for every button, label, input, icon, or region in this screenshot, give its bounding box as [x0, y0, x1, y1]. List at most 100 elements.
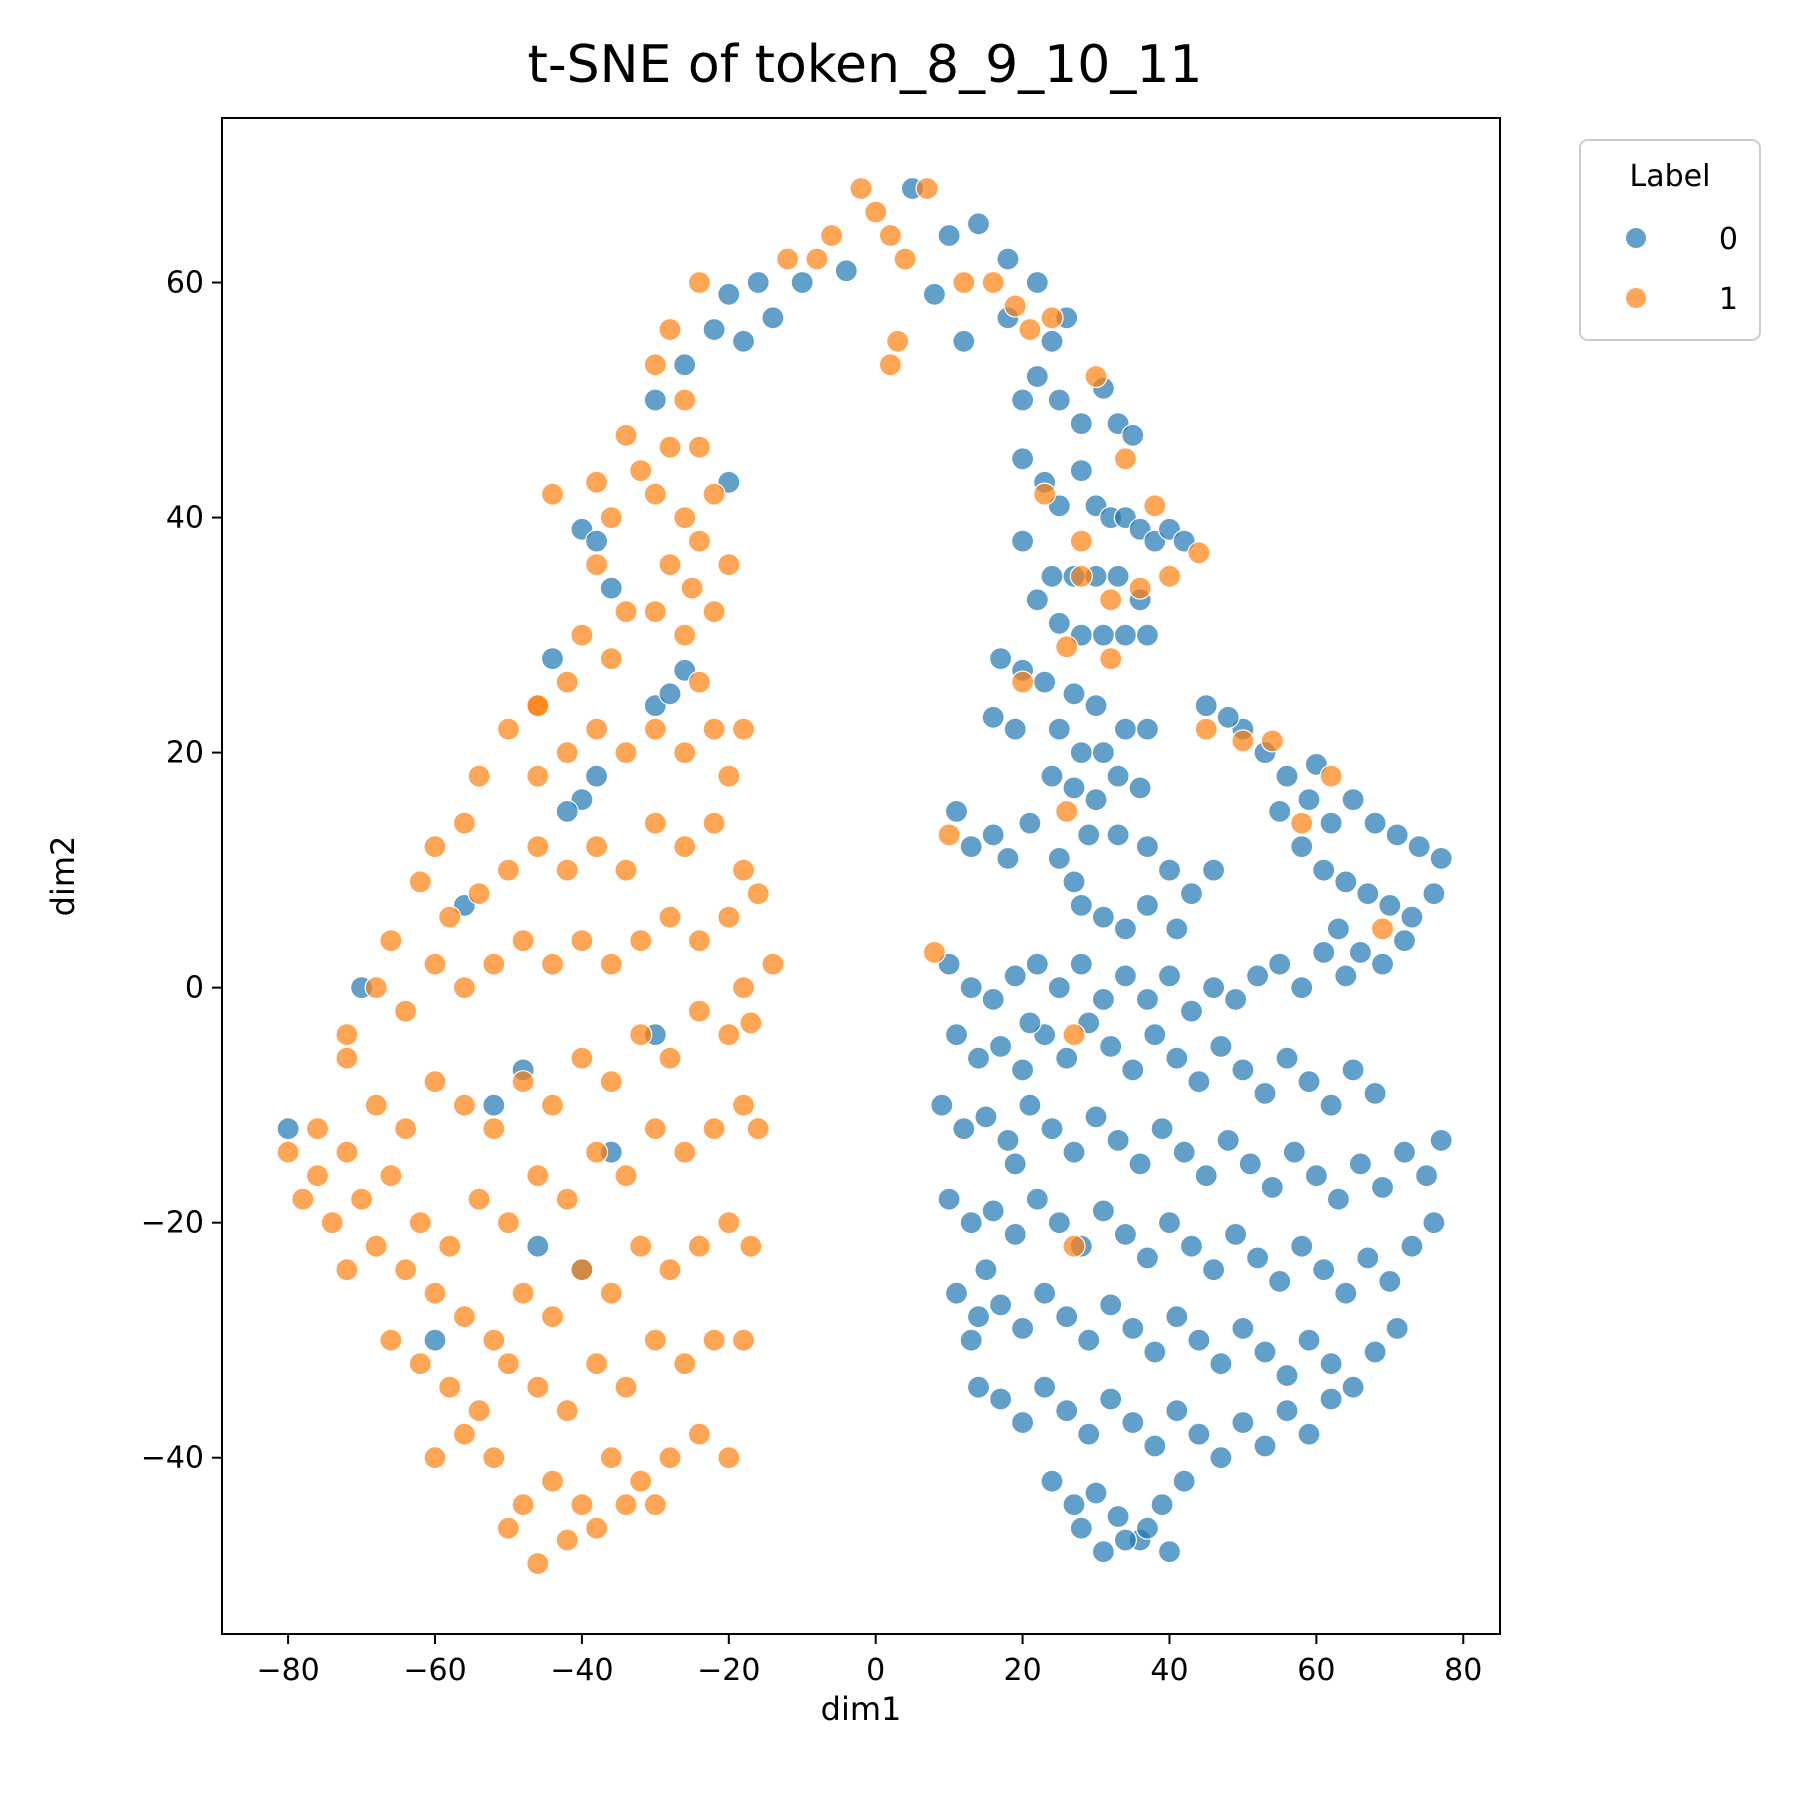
- point-label-1: [423, 1281, 447, 1305]
- point-label-0: [1297, 1328, 1321, 1352]
- point-label-1: [555, 858, 579, 882]
- point-label-0: [526, 1234, 550, 1258]
- point-label-0: [1091, 623, 1116, 647]
- point-label-0: [937, 223, 961, 248]
- point-label-0: [1106, 564, 1130, 588]
- point-label-0: [1040, 1469, 1064, 1493]
- point-label-1: [717, 1211, 741, 1235]
- point-label-0: [1135, 987, 1160, 1012]
- point-label-0: [1245, 964, 1270, 988]
- y-tick-label: −20: [141, 1206, 204, 1241]
- point-label-1: [584, 834, 609, 859]
- point-label-0: [1179, 999, 1204, 1023]
- point-label-0: [981, 1199, 1005, 1223]
- point-label-1: [379, 1328, 403, 1352]
- point-label-1: [680, 576, 704, 600]
- point-label-1: [570, 1493, 594, 1517]
- point-label-0: [1128, 776, 1152, 800]
- point-label-0: [1253, 1081, 1277, 1106]
- point-label-0: [1341, 787, 1365, 812]
- point-label-0: [1010, 388, 1035, 412]
- point-label-0: [1069, 740, 1093, 765]
- point-label-1: [746, 1117, 770, 1141]
- point-label-0: [1135, 623, 1160, 647]
- point-label-1: [379, 1164, 403, 1188]
- point-label-0: [966, 1375, 991, 1399]
- point-label-1: [614, 423, 638, 447]
- plot-frame: [221, 117, 1501, 1635]
- point-label-1: [717, 1023, 741, 1047]
- point-label-1: [599, 1446, 623, 1470]
- point-label-1: [555, 1187, 579, 1211]
- point-label-0: [1084, 1481, 1108, 1505]
- point-label-0: [1010, 1410, 1035, 1435]
- point-label-0: [988, 1387, 1013, 1411]
- point-label-0: [1157, 1540, 1182, 1564]
- point-label-0: [1326, 1187, 1351, 1211]
- point-label-1: [1062, 1023, 1086, 1047]
- point-label-0: [1179, 881, 1204, 906]
- point-label-1: [438, 1375, 462, 1399]
- point-label-0: [966, 1305, 991, 1329]
- point-label-1: [1319, 764, 1343, 788]
- point-label-0: [1297, 1422, 1321, 1446]
- point-label-0: [1003, 1152, 1027, 1176]
- point-label-1: [673, 505, 697, 530]
- point-label-0: [988, 646, 1013, 671]
- point-label-0: [1268, 799, 1292, 824]
- point-label-0: [1290, 975, 1314, 1000]
- point-label-1: [643, 1328, 667, 1352]
- point-label-1: [629, 1469, 653, 1493]
- point-label-1: [658, 905, 682, 929]
- point-label-1: [687, 670, 712, 694]
- legend-frame: [1579, 139, 1761, 341]
- point-label-1: [739, 1011, 763, 1035]
- point-label-0: [1032, 1375, 1057, 1399]
- point-label-1: [423, 1070, 447, 1094]
- point-label-0: [1113, 964, 1138, 988]
- point-label-1: [739, 1234, 763, 1258]
- point-label-0: [1069, 459, 1093, 483]
- point-label-1: [438, 905, 462, 929]
- point-label-0: [1194, 1164, 1218, 1188]
- point-label-1: [614, 1375, 638, 1399]
- point-label-1: [496, 1352, 520, 1376]
- point-label-1: [599, 952, 623, 976]
- point-label-1: [364, 975, 388, 1000]
- point-label-0: [1245, 1246, 1270, 1270]
- point-label-1: [687, 270, 712, 295]
- point-label-1: [702, 599, 726, 624]
- point-label-1: [746, 881, 770, 906]
- x-tick-label: 80: [1444, 1653, 1482, 1688]
- point-label-1: [1143, 494, 1167, 518]
- point-label-1: [335, 1258, 359, 1282]
- point-label-1: [452, 1305, 476, 1329]
- x-tick-label: 0: [866, 1653, 885, 1688]
- point-label-0: [1069, 893, 1093, 918]
- point-label-1: [364, 1093, 388, 1117]
- point-label-1: [526, 834, 550, 859]
- point-label-0: [988, 1293, 1013, 1317]
- point-label-1: [761, 952, 785, 976]
- point-label-1: [643, 1493, 667, 1517]
- point-label-0: [1378, 1269, 1402, 1294]
- point-label-0: [996, 846, 1020, 871]
- point-label-1: [658, 1258, 682, 1282]
- point-label-1: [467, 1399, 491, 1423]
- point-label-1: [540, 482, 565, 506]
- point-label-1: [1003, 294, 1027, 318]
- point-label-0: [1143, 1340, 1167, 1364]
- point-label-1: [511, 928, 535, 953]
- point-label-0: [1297, 1070, 1321, 1094]
- point-label-0: [1077, 1328, 1101, 1352]
- point-label-1: [423, 1446, 447, 1470]
- point-label-0: [981, 705, 1005, 729]
- point-label-1: [1010, 670, 1035, 694]
- point-label-1: [673, 1352, 697, 1376]
- point-label-1: [599, 505, 623, 530]
- point-label-0: [1113, 623, 1138, 647]
- point-label-1: [276, 1140, 300, 1164]
- point-label-1: [658, 317, 682, 342]
- point-label-0: [1003, 1222, 1027, 1247]
- point-label-1: [658, 1046, 682, 1070]
